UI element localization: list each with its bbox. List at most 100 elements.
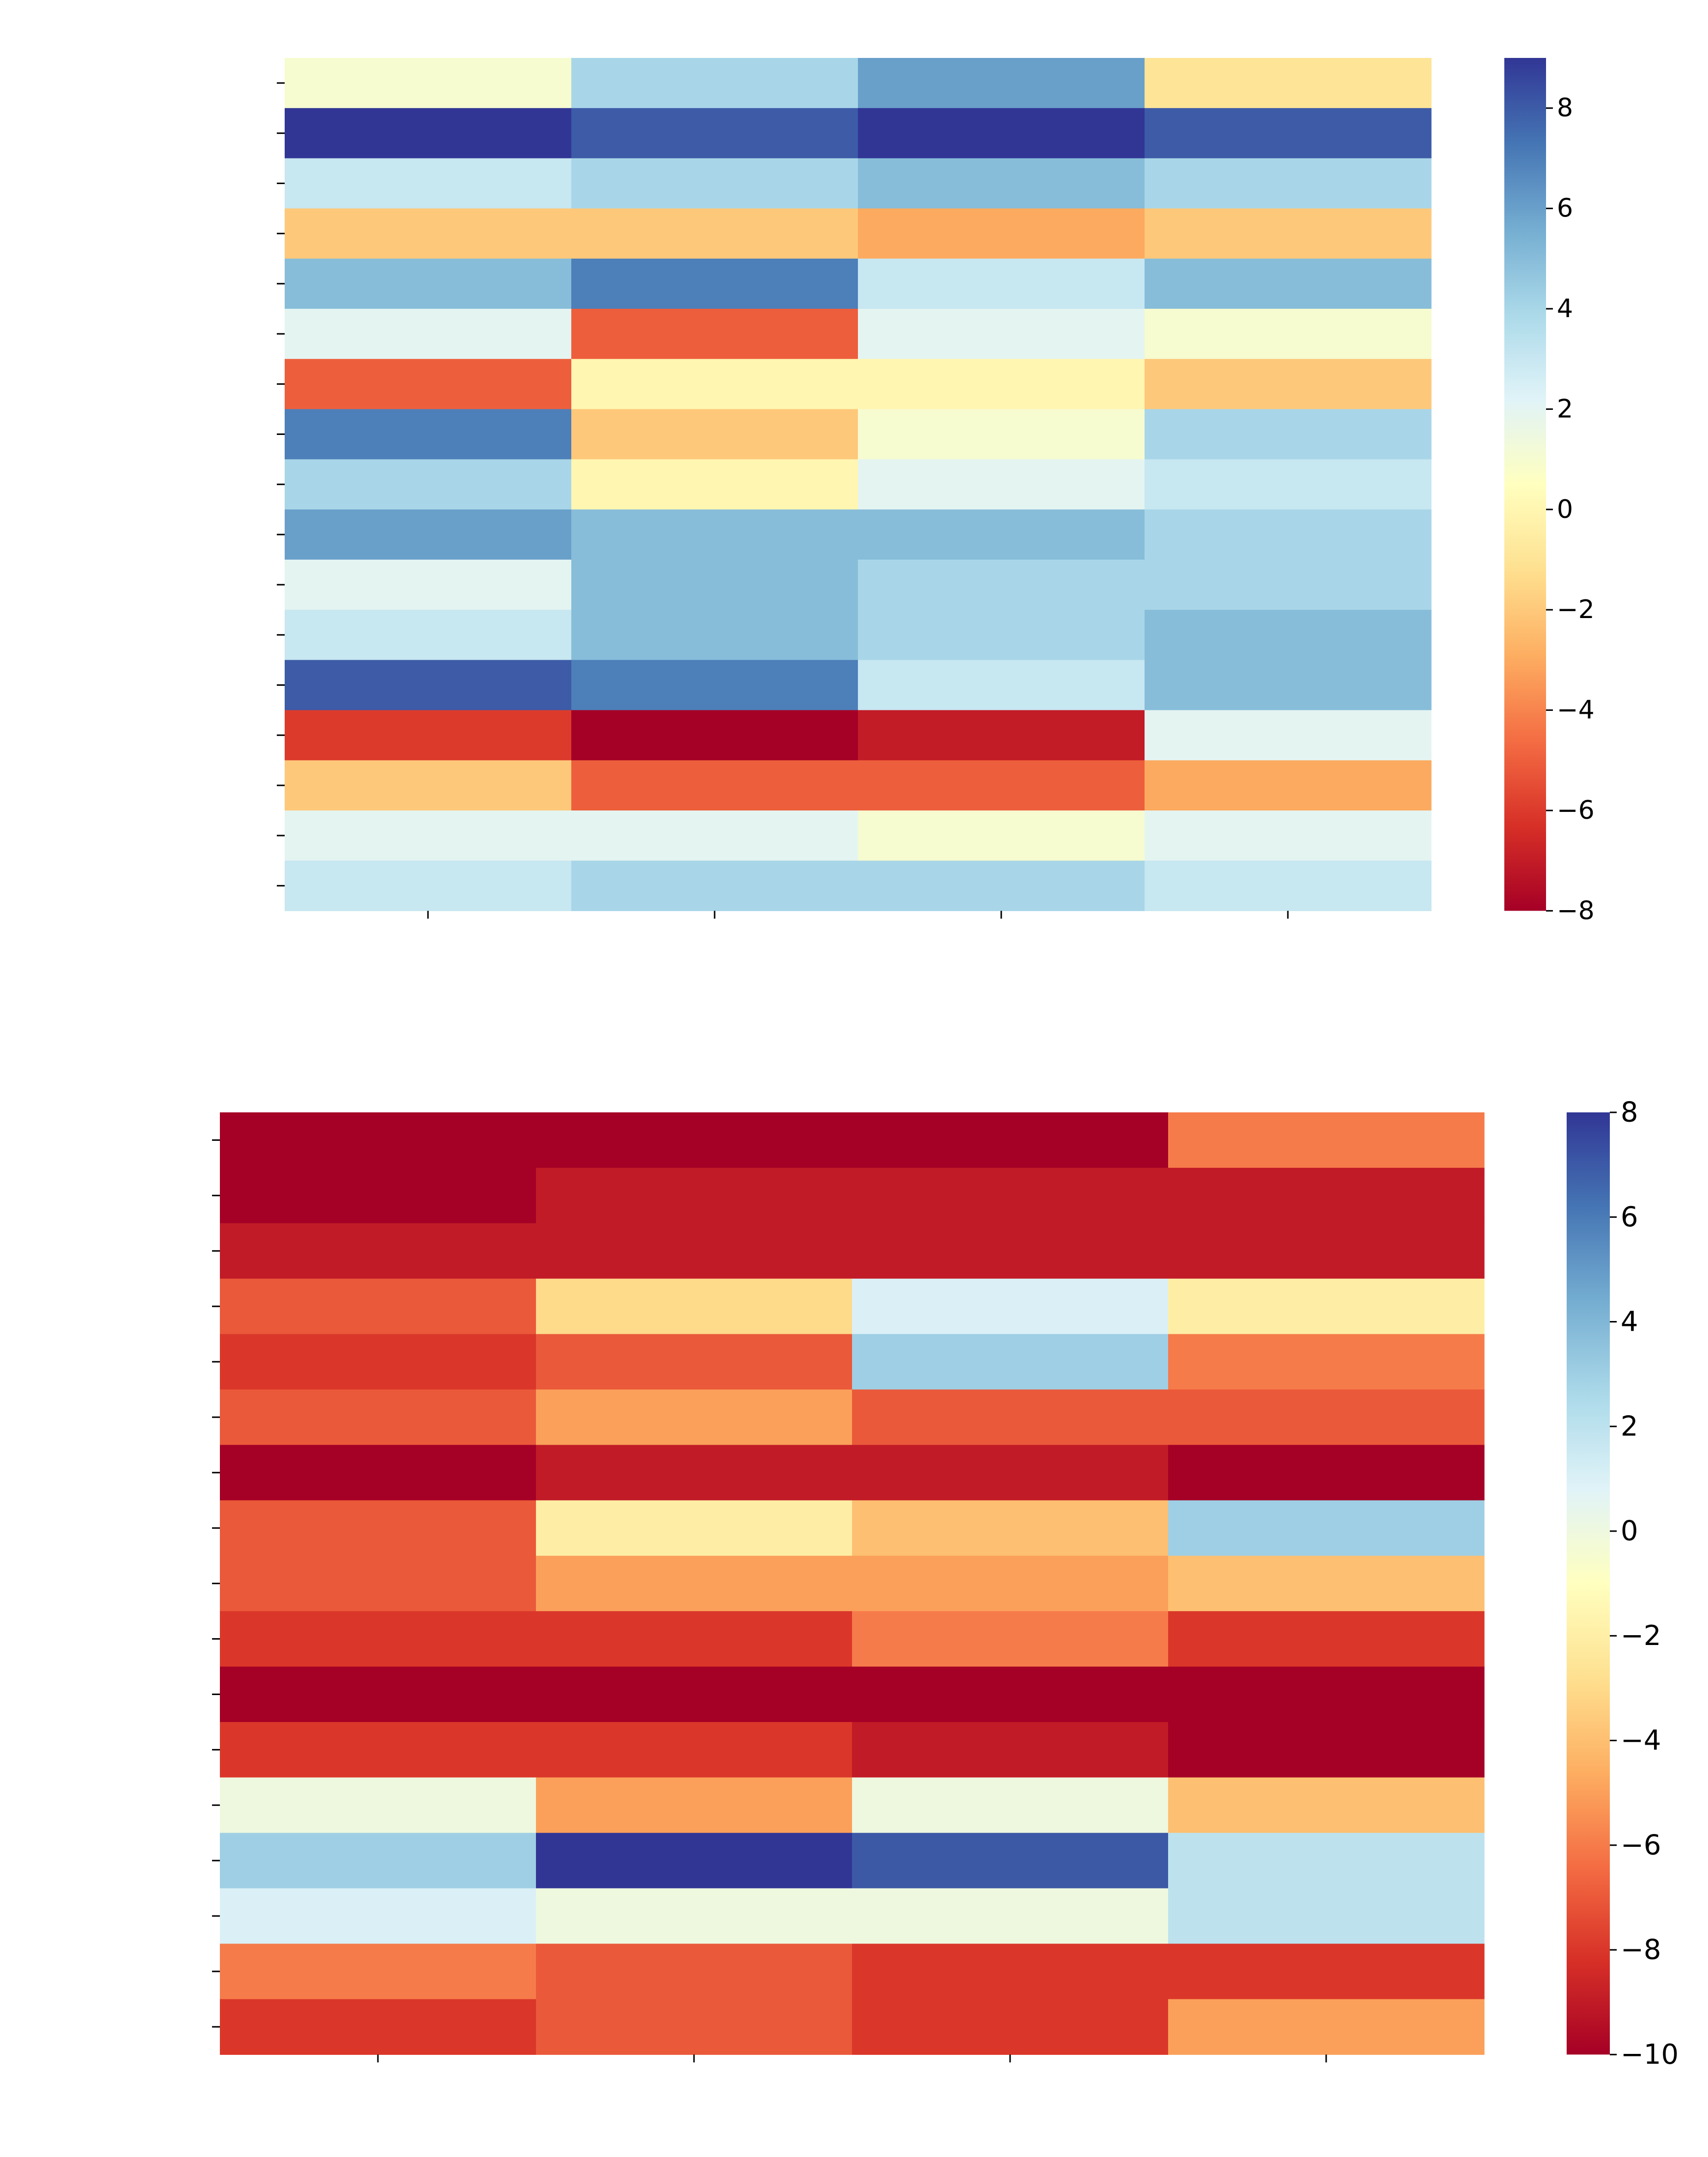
colorbar-tick-label: 6 xyxy=(1557,194,1573,223)
heatmap-cell xyxy=(858,810,1145,861)
heatmap-cell xyxy=(1145,309,1432,359)
heatmap-cell xyxy=(858,409,1145,460)
heatmap-cell xyxy=(571,610,858,660)
colorbar-tick-label: −4 xyxy=(1557,696,1595,725)
heatmap-cell xyxy=(1145,560,1432,610)
heatmap-cell xyxy=(1168,1500,1485,1556)
heatmap-cell xyxy=(285,208,572,259)
heatmap-cell xyxy=(1168,1999,1485,2055)
heatmap-cell xyxy=(536,1556,853,1612)
heatmap-cell xyxy=(858,660,1145,711)
heatmap-cell xyxy=(852,1667,1169,1723)
colorbar-tick-label: −8 xyxy=(1621,1934,1661,1966)
heatmap-cell xyxy=(220,1556,536,1612)
heatmap-cell xyxy=(858,710,1145,761)
heatmap-cell xyxy=(1145,359,1432,409)
heatmap-cell xyxy=(852,1500,1169,1556)
heatmap-cell xyxy=(852,1833,1169,1889)
heatmap-cell xyxy=(858,58,1145,108)
heatmap-cell xyxy=(858,509,1145,560)
heatmap-cell xyxy=(852,1278,1169,1335)
heatmap-cell xyxy=(571,710,858,761)
heatmap-cell xyxy=(1145,459,1432,510)
heatmap-cell xyxy=(285,58,572,108)
heatmap-cell xyxy=(852,1722,1169,1778)
heatmap-cell xyxy=(571,760,858,811)
heatmap-cell xyxy=(220,1445,536,1501)
heatmap-cell xyxy=(1168,1556,1485,1612)
heatmap-cell xyxy=(285,158,572,209)
heatmap-cell xyxy=(220,1888,536,1944)
heatmap-cell xyxy=(536,1112,853,1168)
colorbar-tick-label: 2 xyxy=(1557,394,1573,424)
heatmap-cell xyxy=(1168,1278,1485,1335)
heatmap-cell xyxy=(1145,610,1432,660)
heatmap-cell xyxy=(852,1167,1169,1224)
heatmap-cell xyxy=(536,1833,853,1889)
heatmap-cell xyxy=(858,108,1145,159)
heatmap-cell xyxy=(285,610,572,660)
heatmap-cell xyxy=(536,1999,853,2055)
heatmap-cell xyxy=(1168,1667,1485,1723)
heatmap-cell xyxy=(220,1611,536,1667)
heatmap-cell xyxy=(285,459,572,510)
heatmap-cell xyxy=(858,459,1145,510)
heatmap-cell xyxy=(571,459,858,510)
heatmap-cell xyxy=(536,1943,853,1999)
colorbar-tick-label: 8 xyxy=(1621,1097,1638,1129)
heatmap-cell xyxy=(220,1667,536,1723)
heatmap-cell xyxy=(220,1334,536,1390)
heatmap-cell xyxy=(285,861,572,911)
heatmap-cell xyxy=(220,1999,536,2055)
heatmap-cell xyxy=(571,258,858,309)
colorbar-tick-label: −4 xyxy=(1621,1725,1661,1756)
heatmap-cell xyxy=(1168,1445,1485,1501)
heatmap-cell xyxy=(536,1611,853,1667)
colorbar-tick-label: 4 xyxy=(1621,1306,1638,1338)
colorbar-tick-label: −6 xyxy=(1557,796,1595,825)
heatmap-cell xyxy=(571,810,858,861)
heatmap-cell xyxy=(536,1278,853,1335)
heatmap-cell xyxy=(1168,1112,1485,1168)
heatmap-cell xyxy=(852,1223,1169,1279)
heatmap-cell xyxy=(536,1667,853,1723)
heatmap-cell xyxy=(285,660,572,711)
heatmap-cell xyxy=(1145,760,1432,811)
colorbar-tick-label: 6 xyxy=(1621,1201,1638,1233)
colorbar-tick-label: −8 xyxy=(1557,896,1595,925)
heatmap-cell xyxy=(220,1722,536,1778)
heatmap-cell xyxy=(536,1445,853,1501)
heatmap-cell xyxy=(852,1556,1169,1612)
heatmap-cell xyxy=(1145,509,1432,560)
heatmap-cell xyxy=(285,108,572,159)
colorbar-tick-label: 4 xyxy=(1557,294,1573,324)
heatmap-cell xyxy=(571,158,858,209)
heatmap-cell xyxy=(220,1167,536,1224)
heatmap-cell xyxy=(852,1888,1169,1944)
heatmap-cell xyxy=(858,158,1145,209)
colorbar-tick-label: 0 xyxy=(1621,1515,1638,1547)
heatmap-cell xyxy=(852,1999,1169,2055)
heatmap-cell xyxy=(220,1833,536,1889)
heatmap-cell xyxy=(1168,1833,1485,1889)
colorbar-tick-label: 2 xyxy=(1621,1410,1638,1442)
colorbar xyxy=(1567,1112,1610,2055)
heatmap-cell xyxy=(1168,1223,1485,1279)
heatmap-cell xyxy=(852,1389,1169,1445)
heatmap-cell xyxy=(852,1611,1169,1667)
heatmap-cell xyxy=(285,810,572,861)
heatmap-cell xyxy=(1168,1888,1485,1944)
heatmap-cell xyxy=(285,409,572,460)
colorbar-tick-label: −2 xyxy=(1557,595,1595,624)
colorbar-tick-label: 0 xyxy=(1557,495,1573,524)
heatmap-cell xyxy=(571,861,858,911)
heatmap-cell xyxy=(285,309,572,359)
heatmap-cell xyxy=(858,309,1145,359)
heatmap-cell xyxy=(852,1943,1169,1999)
heatmap-cell xyxy=(1145,208,1432,259)
heatmap-cell xyxy=(1168,1167,1485,1224)
heatmap-cell xyxy=(858,359,1145,409)
heatmap-cell xyxy=(1168,1722,1485,1778)
heatmap-cell xyxy=(285,560,572,610)
